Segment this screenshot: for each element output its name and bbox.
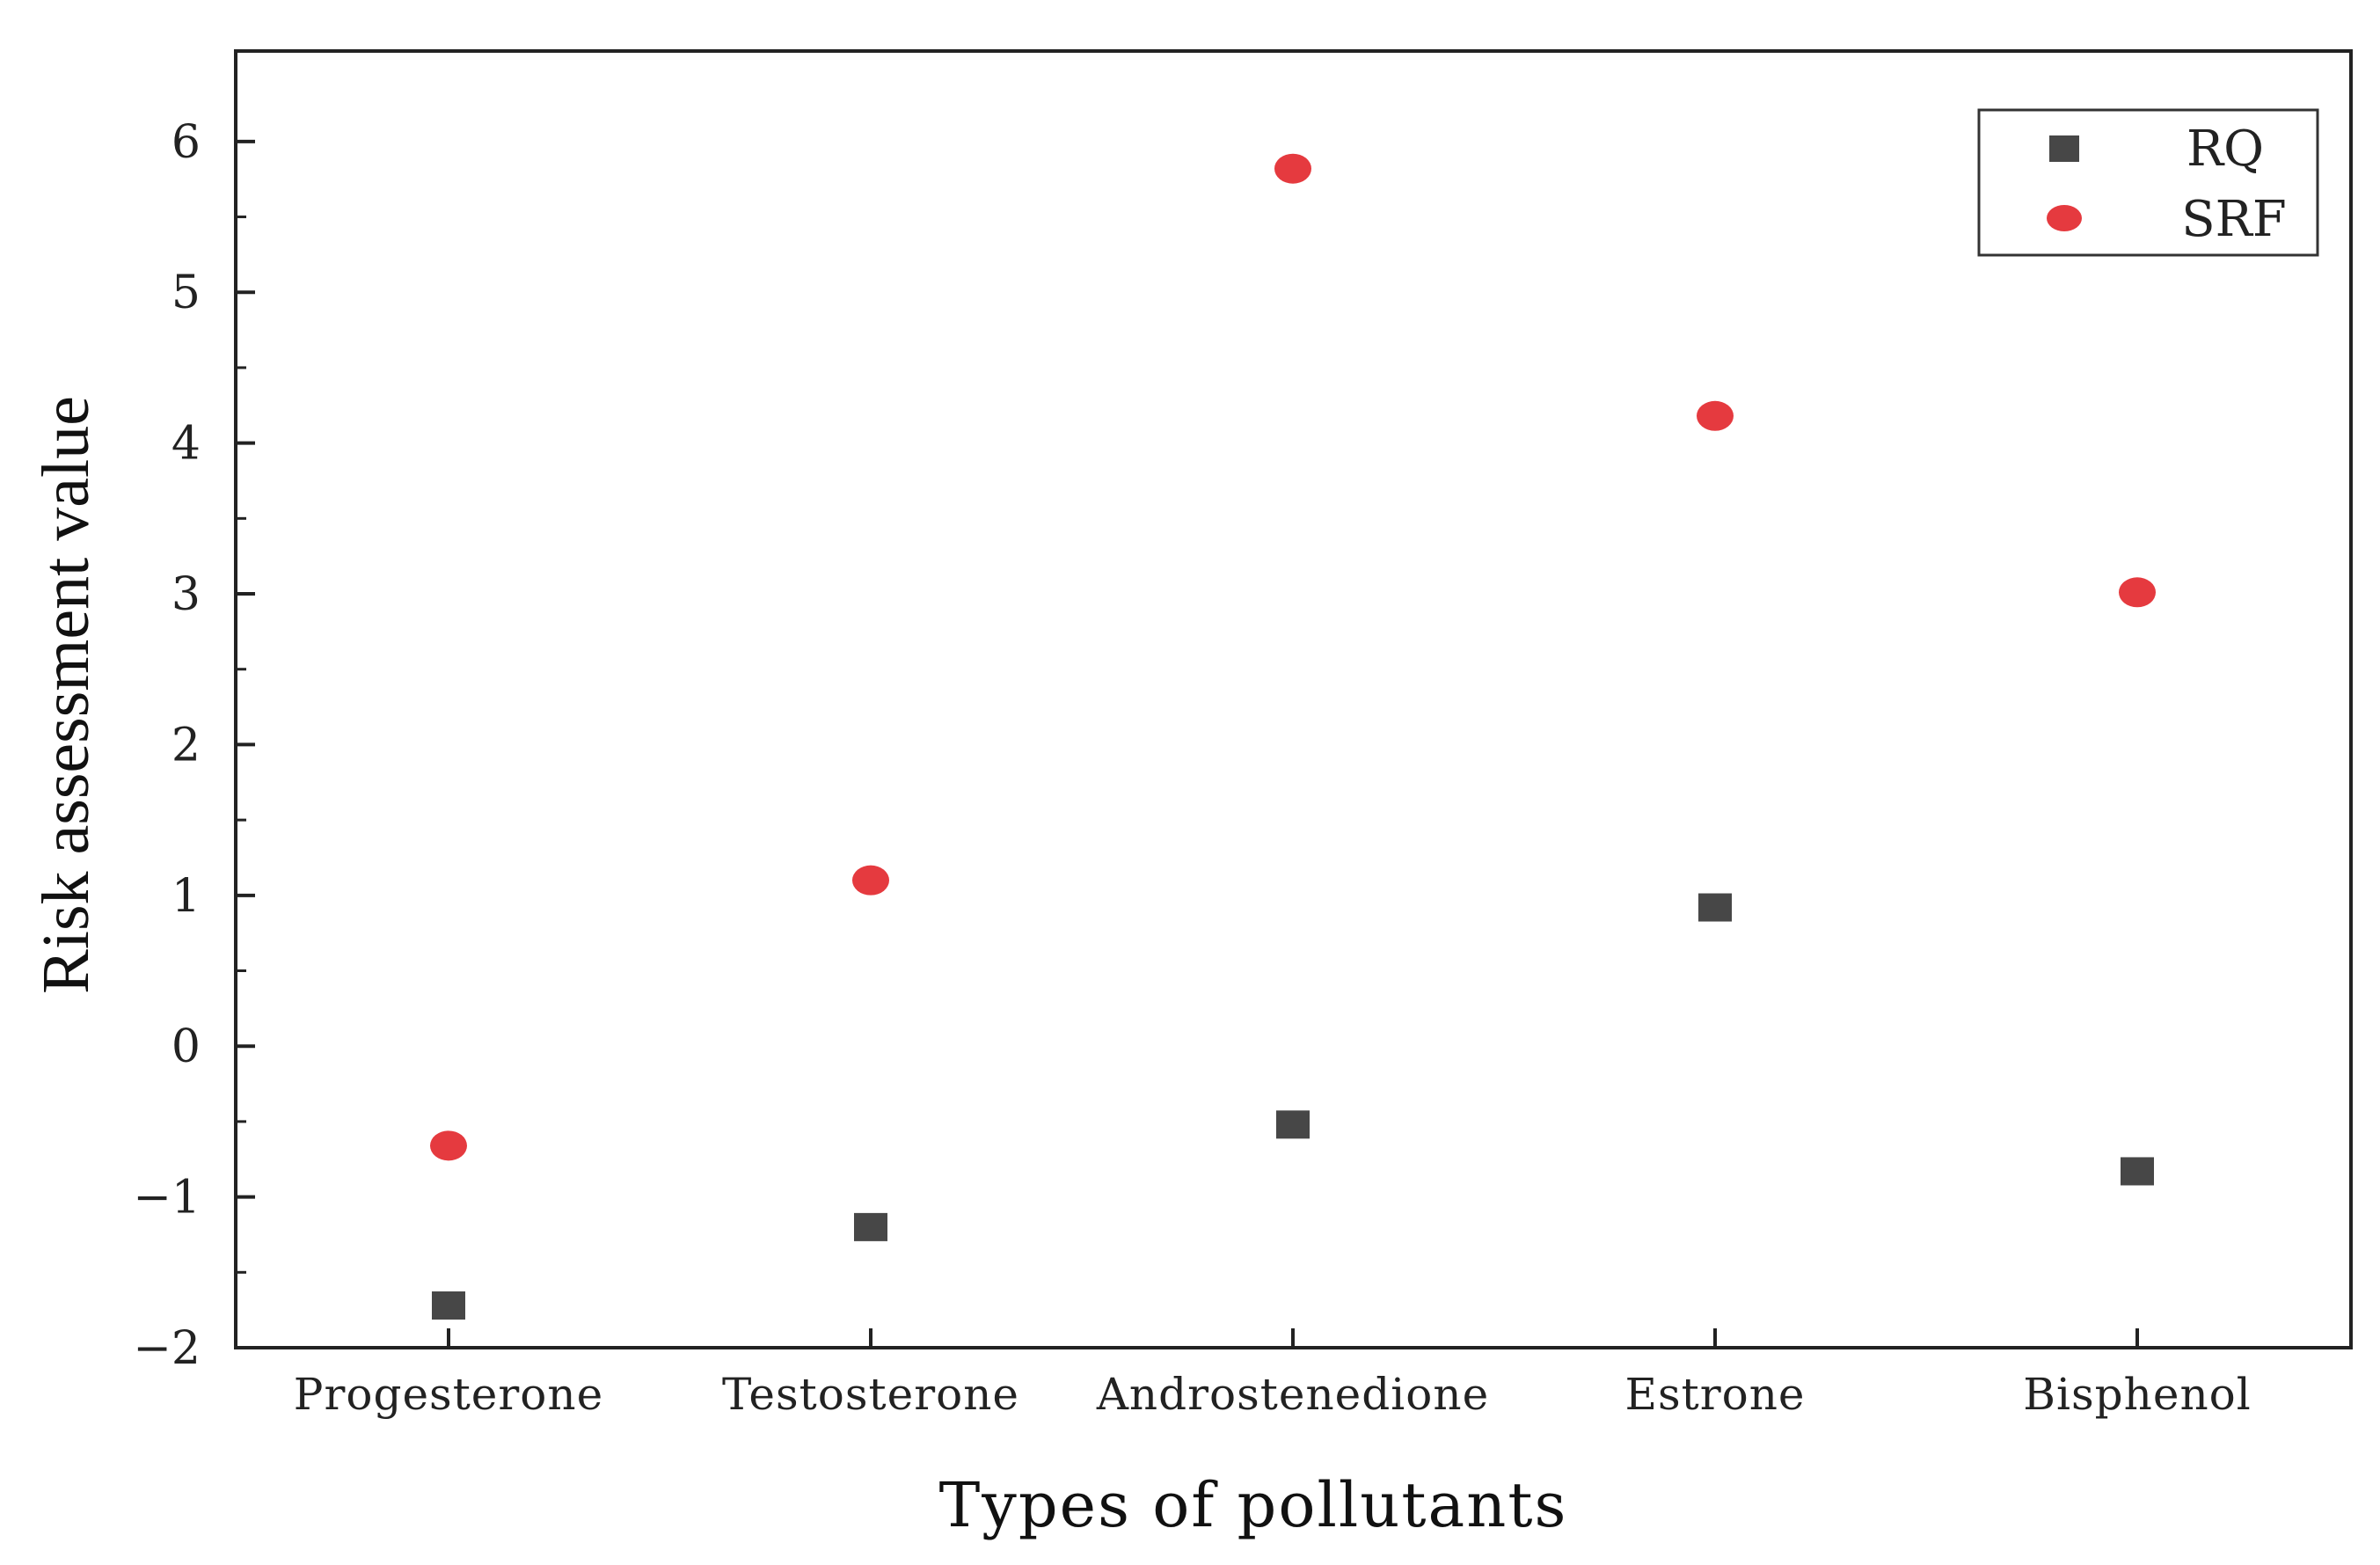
- x-tick-label: Progesterone: [294, 1369, 603, 1420]
- x-tick-label: Testosterone: [722, 1369, 1019, 1420]
- legend-srf-marker: [2047, 205, 2082, 231]
- data-points: [430, 153, 2156, 1320]
- point-rq: [1698, 893, 1732, 922]
- y-tick-label: 0: [172, 1020, 201, 1073]
- legend-box: [1977, 108, 2319, 257]
- y-tick-label: 6: [172, 116, 201, 169]
- y-axis-ticks: −2 −1 0 1 2 3 4 5 6: [133, 116, 255, 1375]
- y-tick-label: 3: [172, 568, 201, 621]
- x-tick-label: Androstenedione: [1096, 1369, 1489, 1420]
- point-srf: [1697, 400, 1734, 431]
- point-srf: [1274, 153, 1311, 184]
- point-rq: [432, 1291, 465, 1320]
- point-srf: [852, 865, 889, 896]
- y-tick-label: 2: [172, 719, 201, 772]
- y-tick-label: 5: [172, 267, 201, 319]
- y-axis-title: Risk assessment value: [29, 396, 103, 994]
- x-tick-label: Bisphenol: [2023, 1369, 2252, 1420]
- legend-srf-label: SRF: [2181, 191, 2286, 248]
- legend: RQ SRF: [1977, 108, 2319, 257]
- point-rq: [2121, 1157, 2154, 1186]
- x-axis-ticks: Progesterone Testosterone Androstenedione E…: [294, 1328, 2252, 1420]
- x-tick-label: Estrone: [1624, 1369, 1805, 1420]
- y-tick-label: −2: [133, 1322, 201, 1375]
- point-rq: [854, 1212, 887, 1241]
- point-rq: [1276, 1110, 1310, 1139]
- y-tick-label: 1: [172, 870, 201, 923]
- legend-rq-label: RQ: [2187, 121, 2264, 178]
- x-axis-title: Types of pollutants: [939, 1469, 1568, 1541]
- point-srf: [430, 1130, 467, 1161]
- y-tick-label: −1: [133, 1172, 201, 1225]
- y-tick-label: 4: [172, 418, 201, 471]
- point-srf: [2119, 577, 2156, 608]
- legend-rq-marker: [2049, 135, 2079, 162]
